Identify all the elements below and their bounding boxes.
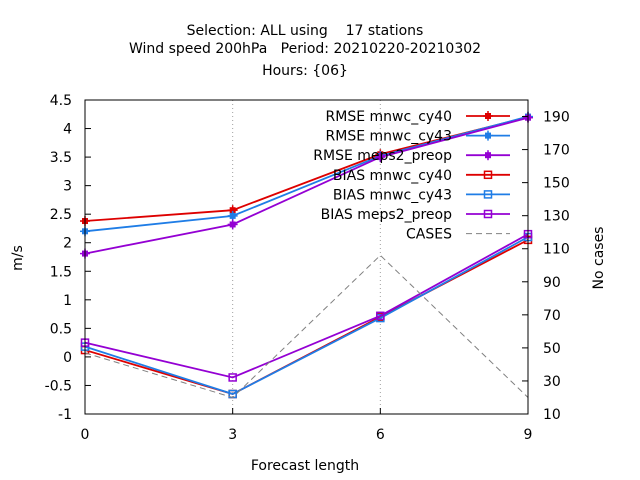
y-tick-label: -0.5 <box>45 378 72 394</box>
y-tick-label: 2.5 <box>50 207 72 223</box>
y-tick-label: 4 <box>63 122 72 138</box>
series-0 <box>80 112 533 227</box>
y2-tick-label: 10 <box>543 407 561 423</box>
data-point <box>227 210 238 221</box>
plot-frame <box>84 99 529 415</box>
series-3 <box>80 235 533 399</box>
y2-tick-label: 70 <box>543 308 561 324</box>
ticks: -1-0.500.511.522.533.544.510305070901101… <box>45 93 570 443</box>
y-tick-label: 4.5 <box>50 93 72 109</box>
legend-label: BIAS mnwc_cy43 <box>333 187 452 203</box>
y-tick-label: -1 <box>58 407 72 423</box>
series-line <box>84 116 529 222</box>
data-point <box>227 219 238 230</box>
y2-axis-label: No cases <box>591 227 607 290</box>
series-line <box>84 115 529 233</box>
legend-item: BIAS mnwc_cy40 <box>333 168 510 184</box>
y2-tick-label: 150 <box>543 176 570 192</box>
series-line <box>84 116 529 255</box>
y2-tick-label: 90 <box>543 275 561 291</box>
title-line-1: Selection: ALL using 17 stations <box>187 23 424 39</box>
y-tick-label: 2 <box>63 236 72 252</box>
series-layer <box>80 111 533 399</box>
data-point <box>376 311 385 321</box>
y2-tick-label: 30 <box>543 374 561 390</box>
x-tick-label: 3 <box>228 427 237 443</box>
series-6 <box>84 254 529 399</box>
legend: RMSE mnwc_cy40 RMSE mnwc_cy43 RMSE meps2_p… <box>313 109 510 243</box>
legend-label: RMSE mnwc_cy43 <box>326 129 452 145</box>
x-tick-label: 0 <box>81 427 90 443</box>
legend-marker <box>483 209 493 219</box>
x-tick-label: 9 <box>524 427 533 443</box>
y-tick-label: 0 <box>63 350 72 366</box>
legend-marker <box>483 111 493 121</box>
series-line <box>84 239 529 395</box>
title-line-2: Wind speed 200hPa Period: 20210220-20210… <box>129 41 481 57</box>
data-point <box>228 373 237 382</box>
y-tick-label: 1 <box>63 293 72 309</box>
legend-item: RMSE mnwc_cy40 <box>326 109 510 125</box>
x-tick-label: 6 <box>376 427 385 443</box>
legend-label: RMSE mnwc_cy40 <box>326 109 452 125</box>
y2-tick-label: 130 <box>543 209 570 225</box>
series-1 <box>80 111 533 237</box>
series-line <box>84 233 529 379</box>
grid <box>232 100 381 414</box>
legend-marker <box>483 150 493 161</box>
legend-label: BIAS mnwc_cy40 <box>333 168 452 184</box>
y2-tick-label: 170 <box>543 143 570 159</box>
legend-item: RMSE mnwc_cy43 <box>326 129 510 145</box>
legend-marker <box>483 190 493 199</box>
legend-label: BIAS meps2_preop <box>321 207 453 223</box>
y-tick-label: 0.5 <box>50 321 72 337</box>
legend-marker <box>483 170 493 180</box>
y-axis-label: m/s <box>10 245 26 271</box>
legend-label: RMSE meps2_preop <box>313 148 452 164</box>
legend-label: CASES <box>406 227 452 243</box>
y2-tick-label: 50 <box>543 341 561 357</box>
y-tick-label: 1.5 <box>50 264 72 280</box>
series-line <box>84 254 529 399</box>
legend-item: CASES <box>406 227 510 243</box>
series-5 <box>80 229 533 382</box>
data-point <box>375 152 386 163</box>
x-axis-label: Forecast length <box>251 458 359 474</box>
title-line-3: Hours: {06} <box>262 63 348 79</box>
y2-tick-label: 110 <box>543 242 570 258</box>
chart-title: Selection: ALL using 17 stations Wind sp… <box>129 23 481 79</box>
series-line <box>84 236 529 395</box>
legend-marker <box>483 130 493 141</box>
legend-item: RMSE meps2_preop <box>313 148 510 164</box>
y2-tick-label: 190 <box>543 110 570 126</box>
series-4 <box>80 232 533 399</box>
y-tick-label: 3.5 <box>50 150 72 166</box>
y-tick-label: 3 <box>63 179 72 195</box>
legend-item: BIAS mnwc_cy43 <box>333 187 510 203</box>
legend-item: BIAS meps2_preop <box>321 207 510 223</box>
